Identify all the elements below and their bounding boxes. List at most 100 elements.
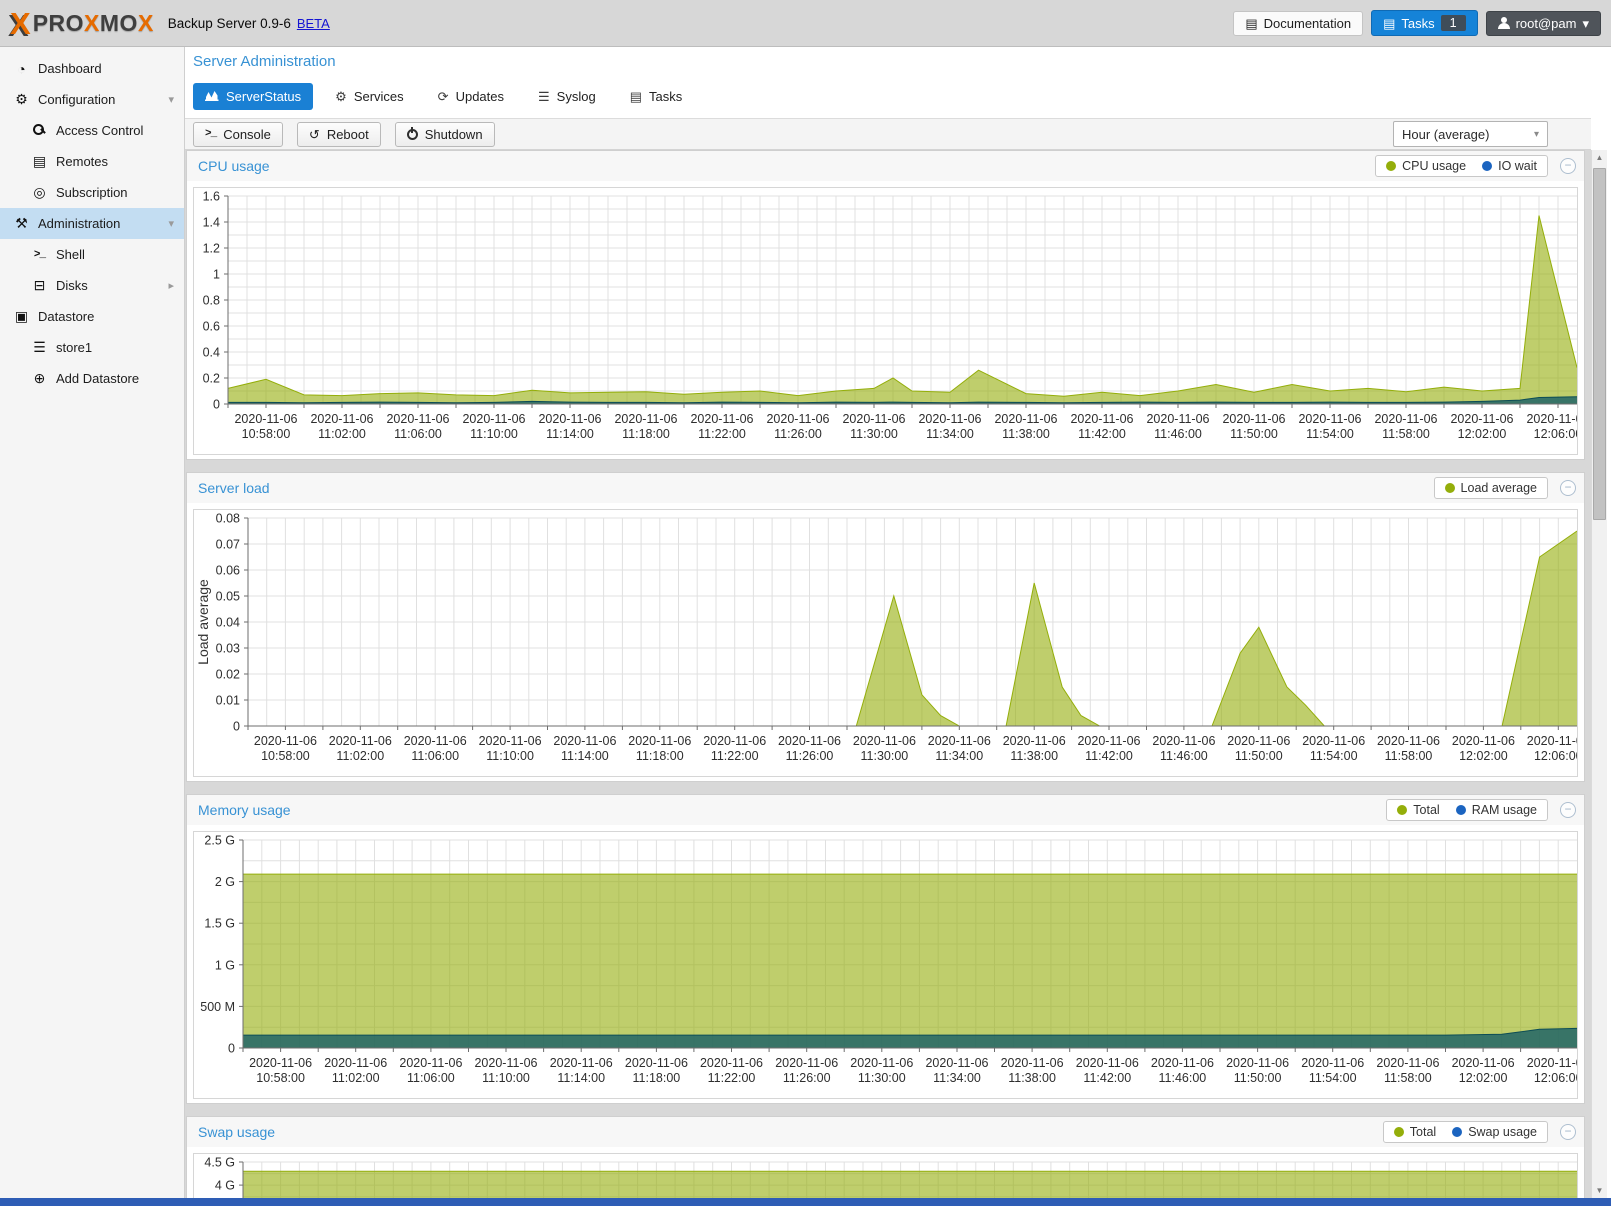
cpu-usage-panel: CPU usage CPU usage IO wait − 0 0.2 0.4 0.6 0…: [186, 150, 1585, 460]
collapse-chevron-icon[interactable]: ▾: [168, 94, 174, 106]
svg-text:11:34:00: 11:34:00: [933, 1071, 981, 1085]
svg-text:0.06: 0.06: [216, 564, 240, 578]
sidebar-item-disks[interactable]: ⊟ Disks ▸: [0, 270, 184, 301]
wrench-icon: ⚒: [15, 215, 28, 231]
svg-text:2020-11-06: 2020-11-06: [550, 1056, 613, 1070]
svg-text:2020-11-06: 2020-11-06: [1301, 1056, 1364, 1070]
svg-text:2020-11-06: 2020-11-06: [310, 412, 373, 426]
svg-text:2020-11-06: 2020-11-06: [775, 1056, 838, 1070]
svg-text:2 G: 2 G: [215, 875, 235, 889]
tasks-count-badge: 1: [1440, 15, 1466, 31]
chevron-down-icon: ▾: [1582, 15, 1589, 31]
power-icon: [406, 126, 418, 140]
time-range-select[interactable]: Hour (average) ▾: [1393, 121, 1548, 147]
svg-text:2020-11-06: 2020-11-06: [690, 412, 753, 426]
svg-text:2020-11-06: 2020-11-06: [249, 1056, 312, 1070]
svg-text:2020-11-06: 2020-11-06: [1227, 734, 1290, 748]
panel-title: Swap usage: [198, 1124, 276, 1140]
sidebar-item-subscription[interactable]: ◎ Subscription: [0, 177, 184, 208]
user-icon: [1497, 17, 1510, 29]
svg-text:0.08: 0.08: [216, 512, 240, 526]
panel-collapse-button[interactable]: −: [1560, 1124, 1576, 1140]
svg-text:2020-11-06: 2020-11-06: [1001, 1056, 1064, 1070]
svg-text:11:22:00: 11:22:00: [708, 1071, 756, 1085]
beta-link[interactable]: BETA: [296, 15, 330, 31]
tab-tasks[interactable]: ▤ Tasks: [629, 88, 683, 104]
svg-text:2020-11-06: 2020-11-06: [399, 1056, 462, 1070]
panel-collapse-button[interactable]: −: [1560, 480, 1576, 496]
sidebar-item-administration[interactable]: ⚒ Administration ▾: [0, 208, 184, 239]
sidebar-item-dashboard[interactable]: ◔ Dashboard: [0, 53, 184, 84]
svg-text:10:58:00: 10:58:00: [256, 1071, 305, 1085]
swap-usage-panel-header: Swap usage Total Swap usage −: [187, 1117, 1584, 1147]
expand-chevron-icon[interactable]: ▸: [168, 280, 174, 292]
book-icon: ▤: [1245, 15, 1258, 31]
window-bottom-edge: [0, 1198, 1611, 1206]
svg-text:11:50:00: 11:50:00: [1235, 749, 1283, 763]
svg-text:11:58:00: 11:58:00: [1382, 427, 1430, 441]
console-button[interactable]: >_ Console: [193, 121, 283, 147]
svg-text:2020-11-06: 2020-11-06: [925, 1056, 988, 1070]
svg-text:2020-11-06: 2020-11-06: [404, 734, 467, 748]
server-toolbar: >_ Console ↺ Reboot Shutdown Hour (avera…: [185, 118, 1591, 150]
collapse-chevron-icon[interactable]: ▾: [168, 218, 174, 230]
sidebar-item-configuration[interactable]: ⚙ Configuration ▾: [0, 84, 184, 115]
svg-text:11:18:00: 11:18:00: [636, 749, 684, 763]
svg-text:2020-11-06: 2020-11-06: [918, 412, 981, 426]
scrollbar-thumb[interactable]: [1593, 168, 1606, 520]
svg-text:2020-11-06: 2020-11-06: [1526, 412, 1578, 426]
documentation-button[interactable]: ▤ Documentation: [1233, 10, 1364, 36]
tasks-button[interactable]: ▤ Tasks 1: [1371, 10, 1478, 36]
svg-text:4 G: 4 G: [215, 1179, 235, 1193]
svg-text:11:42:00: 11:42:00: [1078, 427, 1126, 441]
svg-text:11:54:00: 11:54:00: [1306, 427, 1354, 441]
svg-text:11:26:00: 11:26:00: [786, 749, 834, 763]
tab-serverstatus[interactable]: ServerStatus: [193, 82, 314, 110]
sidebar-item-remotes[interactable]: ▤ Remotes: [0, 146, 184, 177]
brand-wordmark: PROXMOX: [32, 9, 154, 36]
sidebar-item-shell[interactable]: >_ Shell: [0, 239, 184, 270]
svg-text:11:26:00: 11:26:00: [774, 427, 822, 441]
user-menu-button[interactable]: root@pam ▾: [1485, 10, 1601, 36]
vertical-scrollbar[interactable]: ▲ ▼: [1591, 150, 1607, 1198]
sidebar-item-datastore[interactable]: ▣ Datastore: [0, 301, 184, 332]
svg-text:2020-11-06: 2020-11-06: [842, 412, 905, 426]
chart-legend: Load average: [1433, 477, 1548, 499]
svg-text:0.03: 0.03: [216, 642, 240, 656]
svg-text:11:02:00: 11:02:00: [336, 749, 384, 763]
task-list-icon: ▤: [1383, 15, 1396, 31]
scroll-down-icon[interactable]: ▼: [1595, 1186, 1604, 1195]
svg-text:2020-11-06: 2020-11-06: [538, 412, 601, 426]
scroll-up-icon[interactable]: ▲: [1595, 153, 1604, 162]
life-ring-icon: ◎: [33, 184, 46, 200]
sidebar-item-access-control[interactable]: Access Control: [0, 115, 184, 146]
sidebar-item-add-datastore[interactable]: ⊕ Add Datastore: [0, 363, 184, 394]
svg-text:2020-11-06: 2020-11-06: [1374, 412, 1437, 426]
legend-item: Total: [1393, 1125, 1436, 1139]
reboot-button[interactable]: ↺ Reboot: [296, 121, 381, 147]
svg-text:2020-11-06: 2020-11-06: [1450, 412, 1513, 426]
shutdown-button[interactable]: Shutdown: [394, 121, 495, 147]
sidebar-item-store1[interactable]: ☰ store1: [0, 332, 184, 363]
svg-text:1.5 G: 1.5 G: [204, 917, 235, 931]
tab-syslog[interactable]: ☰ Syslog: [538, 88, 596, 104]
legend-dot-icon: [1482, 161, 1493, 171]
panel-title: Memory usage: [198, 802, 291, 818]
tab-services[interactable]: ⚙ Services: [335, 88, 404, 104]
panel-collapse-button[interactable]: −: [1560, 158, 1576, 174]
legend-item: Total: [1397, 803, 1440, 817]
svg-text:2020-11-06: 2020-11-06: [766, 412, 829, 426]
svg-text:2020-11-06: 2020-11-06: [254, 734, 317, 748]
svg-text:11:26:00: 11:26:00: [783, 1071, 831, 1085]
panel-collapse-button[interactable]: −: [1560, 802, 1576, 818]
legend-dot-icon: [1455, 805, 1466, 815]
svg-text:2020-11-06: 2020-11-06: [324, 1056, 387, 1070]
legend-dot-icon: [1386, 161, 1397, 171]
svg-text:2020-11-06: 2020-11-06: [1146, 412, 1209, 426]
tab-updates[interactable]: ⟳ Updates: [437, 88, 504, 104]
svg-text:11:46:00: 11:46:00: [1154, 427, 1202, 441]
svg-text:11:14:00: 11:14:00: [546, 427, 594, 441]
svg-text:2020-11-06: 2020-11-06: [386, 412, 449, 426]
svg-text:2020-11-06: 2020-11-06: [329, 734, 392, 748]
